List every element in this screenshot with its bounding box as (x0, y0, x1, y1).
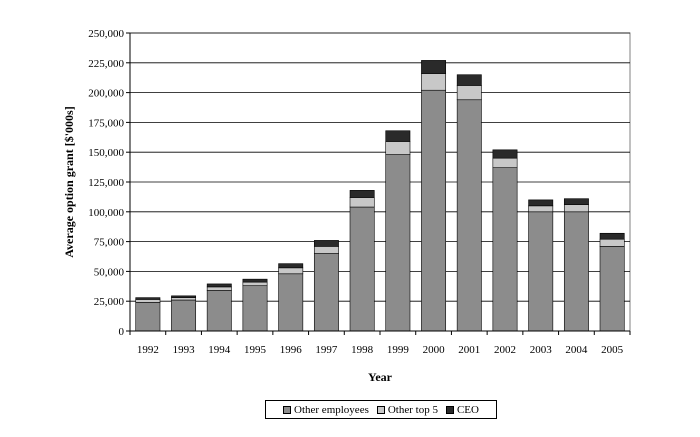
y-tick-label: 175,000 (88, 117, 124, 129)
x-tick-label: 2003 (530, 344, 553, 356)
bar-other-employees-2005 (599, 246, 625, 332)
y-tick-label: 100,000 (88, 207, 124, 219)
gridlines (129, 32, 631, 332)
x-tick-label: 1996 (280, 344, 303, 356)
y-tick-label: 75,000 (94, 237, 125, 249)
y-tick-label: 225,000 (88, 58, 124, 70)
bar-ceo-2005 (599, 232, 625, 240)
bar-other-top-5-2003 (528, 205, 554, 213)
bar-ceo-2000 (421, 60, 447, 74)
bar-other-employees-1994 (206, 290, 232, 332)
bar-other-employees-2001 (456, 99, 482, 332)
bar-ceo-2001 (456, 74, 482, 86)
x-tick-label: 1992 (137, 344, 159, 356)
y-tick-label: 150,000 (88, 147, 124, 159)
bar-other-employees-1992 (135, 302, 161, 332)
bar-ceo-1992 (135, 297, 161, 300)
y-tick-label: 25,000 (94, 296, 125, 308)
x-tick-label: 1997 (315, 344, 338, 356)
legend-item-ceo: CEO (445, 403, 479, 416)
bar-other-top-5-2002 (492, 157, 518, 168)
legend-swatch (445, 405, 454, 414)
bar-other-employees-2003 (528, 211, 554, 332)
legend-swatch (376, 405, 385, 414)
x-tick-label: 1993 (173, 344, 196, 356)
y-tick-label: 125,000 (88, 177, 124, 189)
legend-item-other-top-5: Other top 5 (376, 403, 438, 416)
bars (135, 60, 625, 332)
bar-other-top-5-1997 (313, 246, 339, 254)
x-tick-label: 2000 (423, 344, 446, 356)
y-tick-label: 200,000 (88, 88, 124, 100)
bar-ceo-1999 (385, 130, 411, 142)
x-tick-label: 1999 (387, 344, 410, 356)
x-axis-label: Year (368, 370, 393, 384)
bar-other-employees-1998 (349, 206, 375, 332)
x-tick-label: 2004 (565, 344, 588, 356)
bar-other-employees-1996 (278, 273, 304, 332)
bar-ceo-1998 (349, 190, 375, 198)
bar-ceo-2004 (563, 198, 589, 205)
bar-other-employees-1999 (385, 154, 411, 332)
bar-other-employees-2000 (421, 89, 447, 332)
x-axis-ticks: 1992 1993 1994 1995 1996 1997 1998 1999 2000 2001… (129, 331, 631, 356)
legend-item-other-employees: Other employees (283, 404, 369, 416)
bar-ceo-1993 (171, 295, 197, 298)
y-tick-label: 0 (119, 326, 125, 338)
x-tick-label: 1995 (244, 344, 267, 356)
legend-label: Other top 5 (387, 403, 438, 416)
y-tick-label: 250,000 (88, 28, 124, 40)
bar-other-employees-2002 (492, 167, 518, 332)
x-tick-label: 2005 (601, 344, 624, 356)
bar-other-top-5-1996 (278, 267, 304, 275)
x-tick-label: 1998 (351, 344, 374, 356)
bar-other-top-5-1995 (242, 281, 268, 287)
legend-swatch (283, 405, 292, 414)
x-tick-label: 2002 (494, 344, 516, 356)
bar-other-employees-1995 (242, 285, 268, 332)
y-axis-ticks: 0 25,000 50,000 75,000 100,000 125,000 150,000… (88, 28, 130, 338)
bar-ceo-2003 (528, 199, 554, 207)
bar-other-employees-1997 (313, 253, 339, 332)
bar-other-top-5-2001 (456, 85, 482, 101)
bar-other-top-5-1994 (206, 286, 232, 291)
bar-ceo-1994 (206, 283, 232, 288)
y-axis-label: Average option grant [$'000s] (62, 106, 76, 257)
x-tick-label: 2001 (458, 344, 480, 356)
bar-other-top-5-1998 (349, 197, 375, 208)
x-tick-label: 1994 (208, 344, 231, 356)
bar-other-top-5-2000 (421, 73, 447, 91)
bar-other-employees-2004 (563, 211, 589, 332)
bar-ceo-1996 (278, 263, 304, 269)
y-tick-label: 50,000 (94, 266, 125, 278)
legend: Other employees Other top 5 CEO (265, 400, 497, 419)
bar-ceo-1997 (313, 240, 339, 247)
bar-other-top-5-1999 (385, 141, 411, 155)
bar-other-employees-1993 (171, 299, 197, 332)
bar-other-top-5-2005 (599, 238, 625, 247)
bar-other-top-5-1992 (135, 299, 161, 303)
legend-label: Other employees (294, 403, 369, 416)
legend-label: CEO (456, 403, 479, 416)
bar-other-top-5-2004 (563, 204, 589, 213)
bar-other-top-5-1993 (171, 297, 197, 301)
bar-ceo-1995 (242, 278, 268, 283)
bar-ceo-2002 (492, 149, 518, 159)
